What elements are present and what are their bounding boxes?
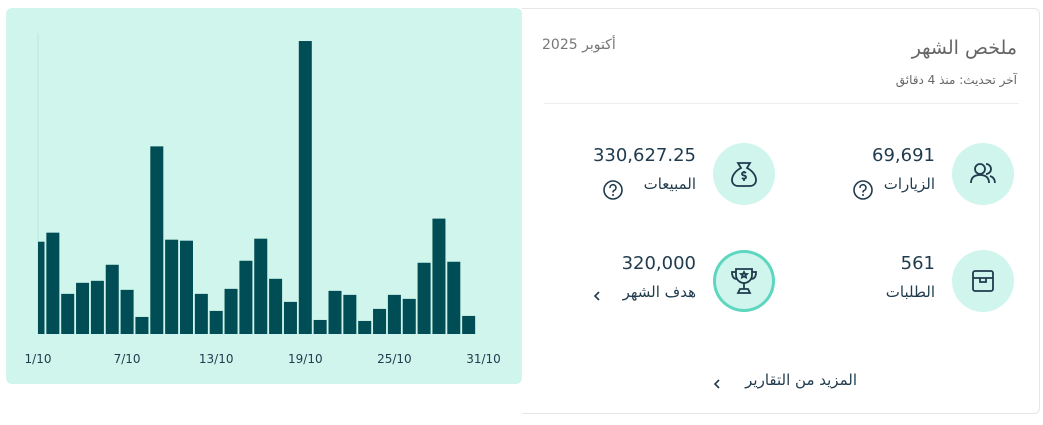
icon — [731, 268, 757, 294]
bar — [90, 280, 104, 334]
x-tick-label: 1/10 — [25, 352, 52, 366]
chevron[interactable] — [712, 377, 722, 391]
x-tick-label: 7/10 — [114, 352, 141, 366]
bar — [120, 289, 134, 334]
divider — [544, 103, 1019, 104]
bar — [298, 41, 312, 334]
bar — [150, 146, 164, 334]
updated: آخر تحديث: منذ 4 دقائق — [895, 73, 1017, 87]
bar — [165, 239, 179, 334]
x-tick-label: 13/10 — [199, 352, 234, 366]
bar — [358, 320, 372, 334]
bar — [402, 298, 416, 334]
visits-icon — [952, 143, 1014, 205]
bar — [209, 310, 223, 334]
bar — [462, 315, 476, 334]
icon — [972, 270, 994, 292]
visits-label: الزيارات — [883, 175, 935, 193]
x-tick-label: 31/10 — [466, 352, 501, 366]
bar — [254, 238, 268, 334]
sales-icon — [713, 143, 775, 205]
chart-panel: 1/10 7/10 13/10 19/10 25/10 31/10 — [6, 8, 522, 384]
goal-icon — [713, 250, 775, 312]
x-tick-label: 25/10 — [377, 352, 412, 366]
sales-value: 330,627.25 — [592, 145, 696, 166]
bar — [447, 261, 461, 334]
icon — [970, 163, 996, 184]
more-link[interactable]: المزيد من التقارير — [745, 371, 857, 389]
chart: 1/10 7/10 13/10 19/10 25/10 31/10 — [25, 33, 501, 366]
bar — [417, 262, 431, 334]
goal-label[interactable]: هدف الشهر — [622, 283, 696, 301]
period: أكتوبر 2025 — [542, 37, 616, 53]
orders-icon — [952, 250, 1014, 312]
bar — [76, 282, 90, 334]
orders-label: الطلبات — [885, 283, 935, 301]
bar — [46, 232, 60, 334]
summary-card: ملخص الشهر أكتوبر 2025 آخر تحديث: منذ 4 … — [522, 8, 1040, 414]
title: ملخص الشهر — [911, 37, 1017, 59]
help-icon[interactable] — [602, 179, 624, 201]
bar — [135, 316, 149, 334]
bar — [180, 240, 193, 334]
bar — [239, 260, 253, 334]
bar — [432, 218, 446, 334]
chevron[interactable] — [592, 289, 602, 303]
bar — [38, 241, 45, 334]
bar — [224, 288, 238, 334]
bar — [283, 301, 297, 334]
visits-value: 69,691 — [872, 145, 935, 166]
bar — [105, 264, 119, 334]
orders-value: 561 — [900, 253, 935, 274]
bar — [328, 290, 342, 334]
icon — [731, 162, 757, 187]
goal-value: 320,000 — [621, 253, 696, 274]
help-icon[interactable] — [852, 179, 874, 201]
bar — [343, 294, 357, 334]
bar — [61, 293, 75, 334]
bar — [313, 319, 327, 334]
bar — [373, 308, 387, 334]
sales-label: المبيعات — [643, 175, 696, 193]
bar — [387, 294, 401, 334]
x-tick-label: 19/10 — [288, 352, 323, 366]
bar — [269, 278, 283, 334]
bar — [194, 293, 208, 334]
